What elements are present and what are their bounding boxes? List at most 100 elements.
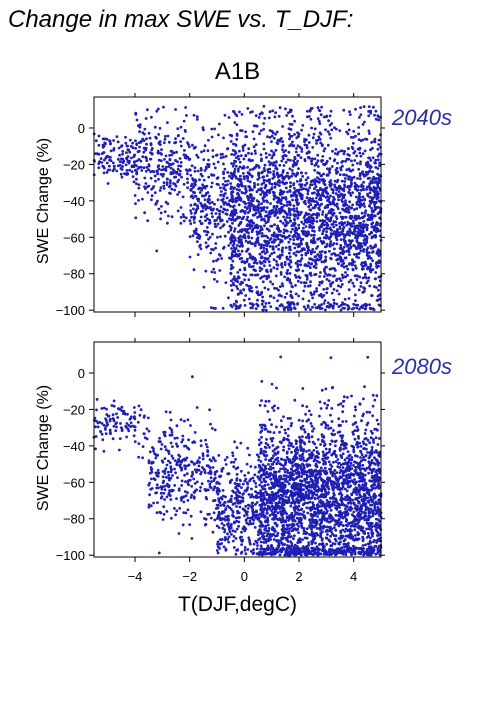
- data-point: [293, 218, 296, 222]
- data-point: [332, 252, 336, 255]
- data-point: [287, 302, 291, 305]
- data-point: [252, 542, 256, 546]
- data-point: [236, 287, 240, 291]
- data-point: [263, 116, 267, 120]
- data-point: [336, 151, 340, 154]
- data-point: [260, 159, 263, 163]
- data-point: [128, 138, 132, 142]
- data-point: [262, 122, 266, 125]
- data-point: [234, 164, 238, 168]
- data-point: [213, 202, 216, 206]
- data-point: [352, 129, 356, 133]
- data-point: [301, 175, 305, 178]
- data-point: [250, 289, 254, 293]
- data-point: [277, 179, 281, 182]
- data-point: [296, 302, 299, 306]
- data-point: [263, 252, 267, 255]
- data-point: [260, 232, 264, 235]
- data-point: [358, 275, 362, 279]
- data-point: [248, 207, 252, 210]
- data-point: [371, 246, 375, 250]
- data-point: [257, 438, 261, 442]
- data-point: [257, 174, 261, 178]
- data-point: [192, 113, 196, 117]
- data-point: [120, 426, 123, 429]
- data-point: [254, 242, 257, 245]
- data-point: [222, 186, 226, 190]
- data-point: [309, 250, 313, 253]
- data-point: [202, 178, 206, 182]
- data-point: [229, 507, 233, 511]
- data-point: [317, 304, 321, 307]
- data-point: [233, 482, 237, 485]
- data-point: [262, 244, 266, 247]
- data-point: [127, 424, 131, 427]
- data-point: [331, 149, 334, 153]
- data-point: [285, 292, 289, 295]
- data-point: [182, 182, 186, 186]
- data-point: [220, 518, 224, 521]
- data-point: [340, 264, 343, 268]
- data-point: [161, 518, 165, 521]
- data-point: [201, 183, 205, 187]
- data-point: [322, 172, 325, 176]
- data-point: [283, 260, 287, 264]
- data-point: [350, 214, 354, 218]
- data-point: [272, 258, 276, 261]
- data-point: [330, 128, 334, 132]
- data-point: [313, 250, 316, 254]
- data-point: [299, 156, 303, 160]
- data-point: [137, 442, 141, 445]
- data-point: [300, 147, 304, 151]
- data-point: [243, 236, 247, 240]
- data-point: [276, 233, 280, 237]
- data-point: [112, 399, 116, 403]
- data-point: [270, 156, 274, 160]
- data-point: [163, 498, 167, 501]
- data-point: [145, 137, 148, 141]
- data-point: [150, 148, 154, 152]
- data-point: [316, 176, 319, 180]
- data-point: [238, 306, 242, 309]
- data-point: [212, 207, 215, 211]
- data-point: [172, 169, 176, 173]
- data-point: [268, 136, 272, 139]
- data-point: [363, 120, 366, 124]
- data-point: [299, 192, 303, 196]
- data-point: [243, 261, 247, 265]
- data-point: [260, 399, 263, 402]
- data-point: [275, 287, 279, 290]
- data-point: [342, 399, 346, 403]
- data-point: [368, 191, 372, 195]
- data-point: [267, 274, 270, 278]
- data-point: [203, 198, 207, 202]
- data-point: [236, 280, 240, 284]
- data-point: [195, 115, 199, 119]
- data-point: [217, 133, 220, 137]
- data-point: [177, 164, 181, 168]
- data-point: [184, 458, 187, 462]
- data-point: [304, 171, 308, 175]
- data-point: [312, 292, 316, 296]
- data-point: [290, 134, 294, 138]
- data-point: [340, 273, 344, 277]
- data-point: [235, 505, 238, 508]
- data-point: [246, 165, 250, 169]
- data-point: [306, 230, 310, 234]
- data-point: [263, 264, 266, 268]
- data-point: [240, 230, 244, 234]
- data-point: [100, 407, 104, 410]
- data-point: [288, 272, 292, 275]
- data-point: [282, 215, 286, 219]
- data-point: [228, 199, 232, 203]
- data-point: [334, 444, 337, 448]
- data-point: [159, 211, 163, 215]
- data-point: [196, 169, 200, 173]
- data-point: [344, 159, 347, 163]
- data-point: [274, 164, 277, 168]
- data-point: [111, 437, 115, 441]
- data-point: [363, 211, 367, 215]
- data-point: [184, 480, 187, 484]
- data-point: [359, 285, 363, 288]
